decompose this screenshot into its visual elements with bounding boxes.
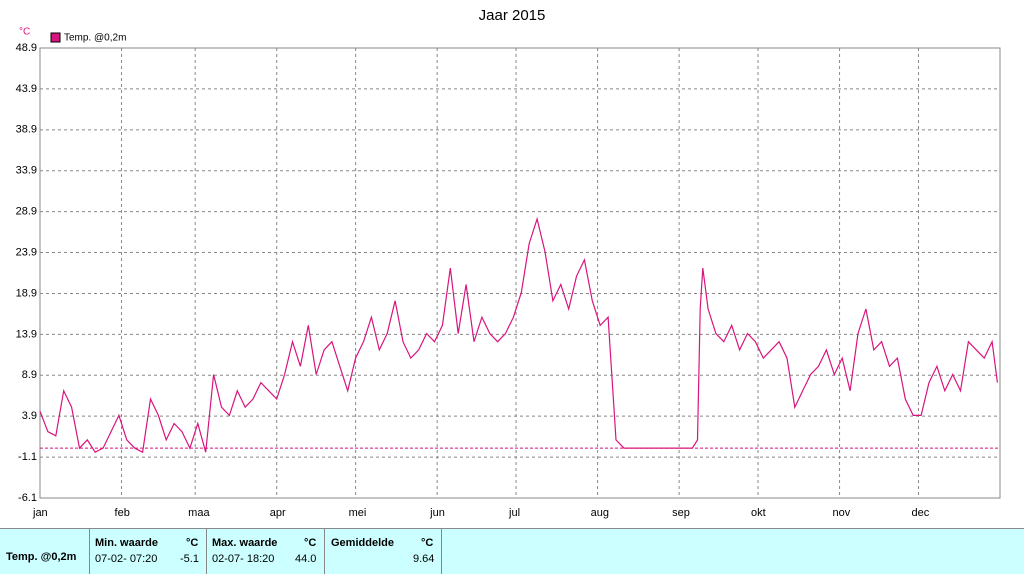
legend-label: Temp. @0,2m	[64, 33, 126, 44]
separator	[324, 529, 325, 574]
y-tick-label: 38.9	[16, 124, 37, 136]
unit: °C	[186, 537, 199, 549]
cell: 44.0	[295, 553, 317, 565]
separator	[206, 529, 207, 574]
stats-table: Temp. @0,2m Min. waarde °C 07-02- 07:20 …	[0, 528, 1024, 574]
x-tick-label: feb	[115, 507, 130, 519]
x-tick-label: maa	[188, 507, 210, 519]
unit: °C	[304, 537, 317, 549]
y-tick-label: -6.1	[18, 492, 37, 504]
y-tick-label: 8.9	[22, 369, 37, 381]
y-unit: °C	[19, 27, 30, 38]
y-tick-label: 18.9	[16, 287, 37, 299]
cell: 07-02- 07:20	[95, 553, 158, 565]
x-tick-label: jul	[508, 507, 520, 519]
y-tick-label: 3.9	[22, 410, 37, 422]
y-tick-label: 28.9	[16, 206, 37, 218]
cell: -5.1	[180, 553, 199, 565]
y-tick-label: 23.9	[16, 246, 37, 258]
x-tick-label: aug	[591, 507, 609, 519]
y-tick-label: 48.9	[16, 42, 37, 54]
chart: Jaar 2015 °C Temp. @0,2m -6.1 -1.1 3.9 8.9 1…	[16, 7, 1001, 519]
x-tick-label: jan	[32, 507, 48, 519]
x-tick-label: apr	[270, 507, 286, 519]
data-line	[39, 216, 998, 454]
x-tick-label: mei	[349, 507, 367, 519]
x-tick-label: nov	[833, 507, 851, 519]
legend-swatch	[50, 32, 61, 43]
y-tick-label: 33.9	[16, 165, 37, 177]
cell: 02-07- 18:20	[212, 553, 275, 565]
y-tick-label: -1.1	[18, 451, 37, 463]
separator	[441, 529, 442, 574]
x-tick-label: okt	[751, 507, 766, 519]
cell: 9.64	[413, 553, 435, 565]
header: Min. waarde	[95, 537, 158, 549]
chart-title: Jaar 2015	[479, 7, 546, 24]
separator	[89, 529, 90, 574]
row-label: Temp. @0,2m	[6, 551, 77, 563]
y-tick-label: 43.9	[16, 83, 37, 95]
header: Gemiddelde	[331, 537, 394, 549]
x-tick-label: jun	[429, 507, 445, 519]
x-tick-label: dec	[911, 507, 929, 519]
plot-frame	[39, 47, 1001, 499]
header: Max. waarde	[212, 537, 278, 549]
unit: °C	[421, 537, 434, 549]
x-tick-label: sep	[672, 507, 690, 519]
y-tick-label: 13.9	[16, 328, 37, 340]
